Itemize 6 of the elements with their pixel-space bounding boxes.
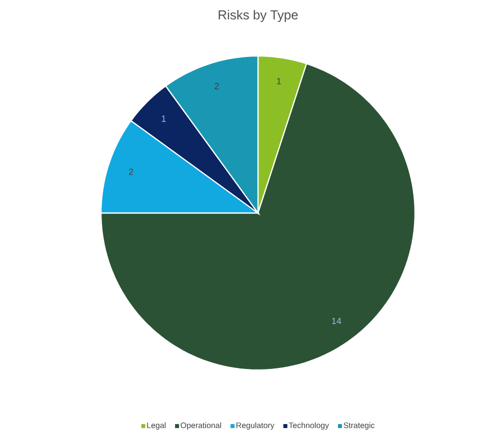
data-label: 2 (129, 168, 134, 175)
data-label: 1 (162, 116, 166, 122)
data-label: 14 (332, 318, 342, 324)
data-label: 1 (277, 78, 281, 84)
chart-title: Risks by Type (218, 10, 298, 22)
data-label: 2 (214, 82, 219, 90)
